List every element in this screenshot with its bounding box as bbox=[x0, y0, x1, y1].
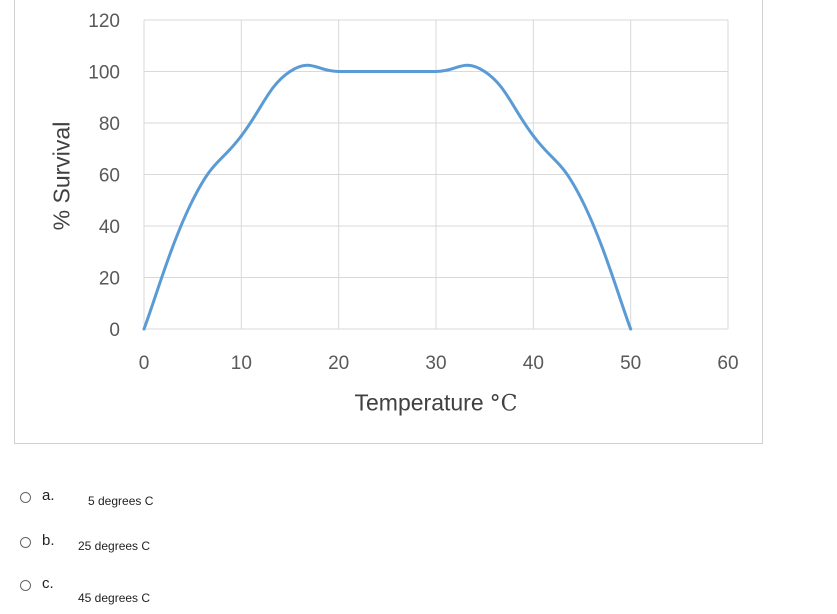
data-point-0-1 bbox=[191, 198, 195, 202]
x-tick-label-2: 20 bbox=[328, 353, 349, 374]
y-tick-label-2: 40 bbox=[99, 217, 120, 238]
x-axis-unit: °C bbox=[489, 391, 518, 417]
x-tick-label-0: 0 bbox=[139, 353, 150, 374]
data-point-0-6 bbox=[434, 70, 438, 73]
x-tick-label-3: 30 bbox=[425, 353, 446, 374]
y-tick-label-3: 60 bbox=[99, 166, 120, 187]
series-line-0 bbox=[142, 63, 633, 331]
y-axis-title: % Survival bbox=[48, 121, 75, 231]
radio-b[interactable] bbox=[20, 537, 31, 548]
data-series bbox=[142, 63, 633, 331]
option-c-letter: c. bbox=[42, 575, 54, 592]
x-tick-labels: 0 10 20 30 40 50 60 bbox=[139, 353, 739, 374]
data-point-0-10 bbox=[629, 327, 633, 331]
y-tick-labels: 0 20 40 60 80 100 120 bbox=[88, 11, 120, 341]
radio-a[interactable] bbox=[20, 492, 31, 503]
x-axis-title: Temperature °C bbox=[355, 390, 518, 417]
data-point-0-2 bbox=[239, 134, 243, 138]
y-tick-label-1: 20 bbox=[99, 269, 120, 290]
data-point-0-3 bbox=[288, 70, 292, 73]
option-b-letter: b. bbox=[42, 532, 55, 549]
grid-lines bbox=[143, 19, 729, 330]
data-point-0-4 bbox=[337, 70, 341, 73]
option-a-text: 5 degrees C bbox=[88, 494, 154, 508]
x-tick-label-1: 10 bbox=[231, 353, 252, 374]
x-tick-label-6: 60 bbox=[717, 353, 738, 374]
x-tick-label-4: 40 bbox=[523, 353, 544, 374]
x-tick-label-5: 50 bbox=[620, 353, 641, 374]
y-tick-label-6: 120 bbox=[88, 11, 120, 32]
data-point-0-5 bbox=[385, 70, 389, 73]
x-axis-title-text: Temperature bbox=[354, 389, 484, 416]
data-point-0-0 bbox=[142, 327, 146, 331]
survival-chart: 0 20 40 60 80 100 120 0 10 20 30 40 50 60 bbox=[88, 11, 739, 374]
data-point-0-7 bbox=[483, 70, 487, 73]
y-tick-label-4: 80 bbox=[99, 114, 120, 135]
data-point-0-8 bbox=[531, 134, 535, 138]
y-tick-label-5: 100 bbox=[88, 63, 120, 84]
option-a-letter: a. bbox=[42, 487, 55, 504]
data-point-0-9 bbox=[580, 198, 584, 202]
option-b-text: 25 degrees C bbox=[78, 539, 151, 553]
radio-c[interactable] bbox=[20, 580, 31, 591]
chart-frame bbox=[14, 0, 763, 444]
option-c-text: 45 degrees C bbox=[78, 591, 151, 605]
y-tick-label-0: 0 bbox=[109, 320, 120, 341]
